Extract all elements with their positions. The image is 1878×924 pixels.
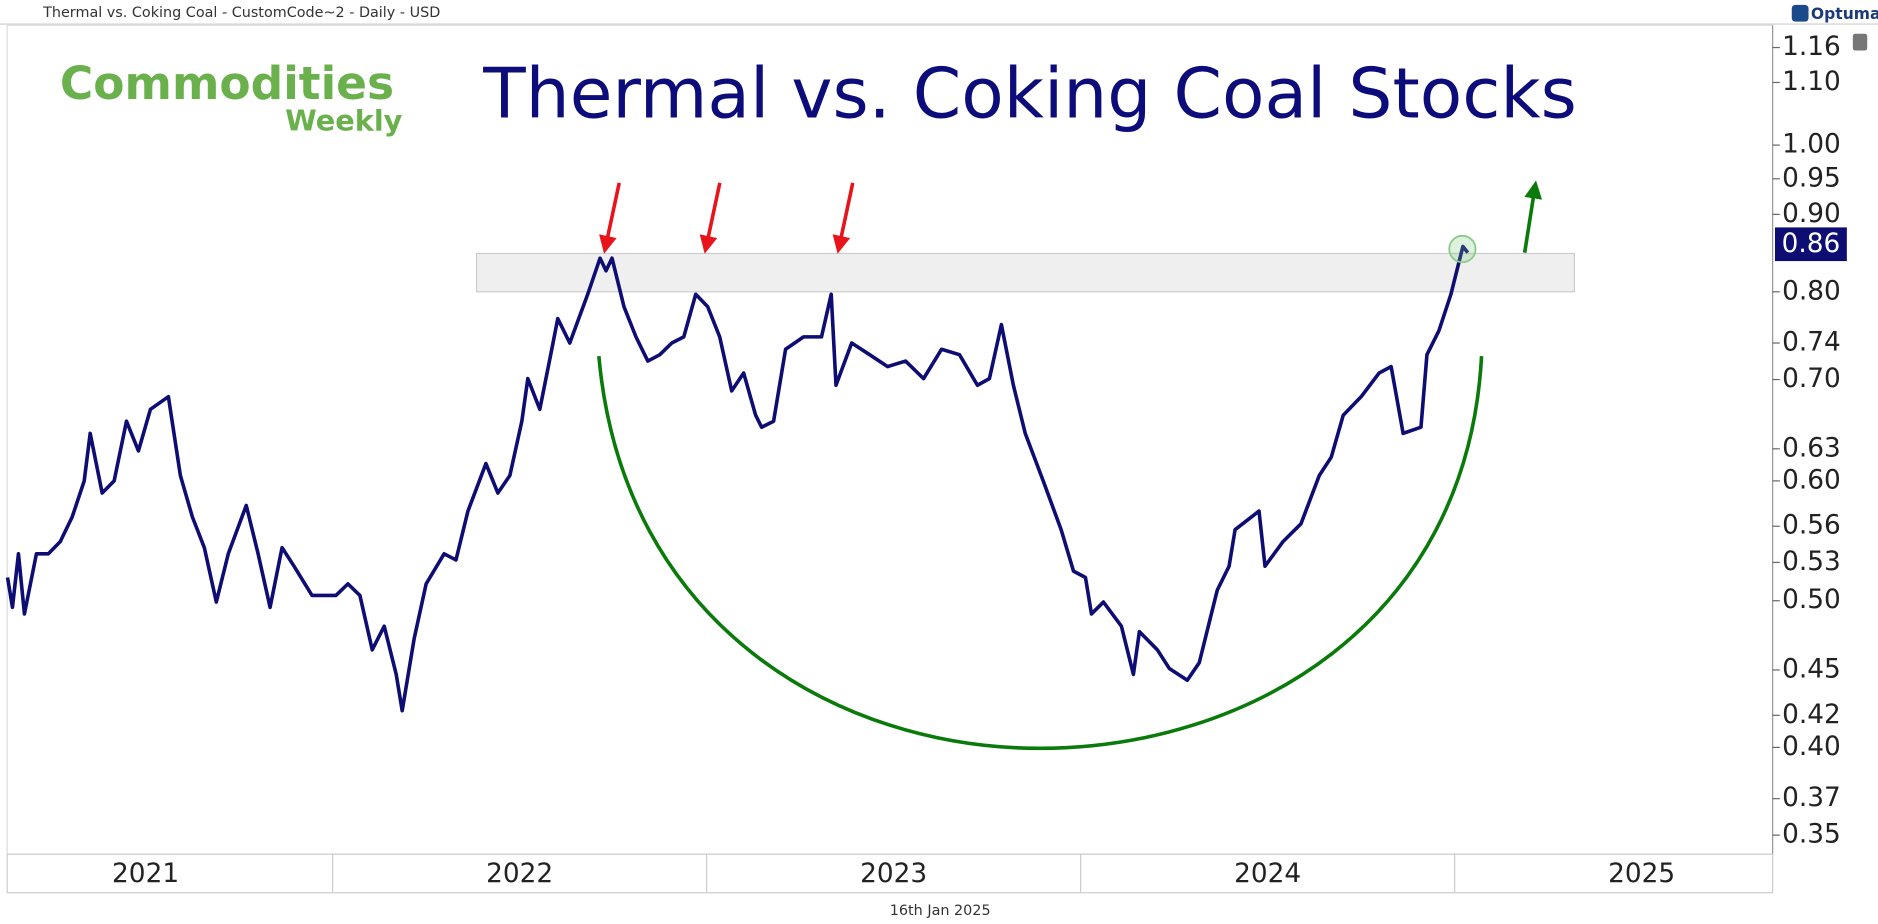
red-arrow <box>832 182 855 254</box>
y-tick-label: 0.56 <box>1782 510 1841 541</box>
cup-arc <box>597 355 1484 751</box>
x-tick-label: 2022 <box>486 858 553 889</box>
y-tick-label: 0.50 <box>1782 584 1841 615</box>
y-tick-label: 0.74 <box>1782 326 1841 357</box>
logo-line1: Commodities <box>60 57 394 110</box>
red-arrow <box>699 182 722 254</box>
y-tick-label: 0.95 <box>1782 162 1841 193</box>
chart-title: Thermal vs. Coking Coal Stocks <box>482 54 1577 135</box>
marks <box>5 244 1575 713</box>
logo-line2: Weekly <box>285 104 403 138</box>
last-value-label: 0.86 <box>1782 228 1841 259</box>
x-tick-label: 2023 <box>860 858 927 889</box>
x-tick-label: 2021 <box>112 858 179 889</box>
data-line <box>5 244 1470 713</box>
x-tick-label: 2025 <box>1608 858 1675 889</box>
y-tick-label: 0.35 <box>1782 819 1841 850</box>
lock-icon <box>1852 33 1868 51</box>
y-tick-label: 0.63 <box>1782 432 1841 463</box>
y-tick-label: 0.40 <box>1782 731 1841 762</box>
plot-area <box>6 24 1774 855</box>
y-tick-label: 0.90 <box>1782 198 1841 229</box>
y-tick-label: 1.10 <box>1782 66 1841 97</box>
resistance-band <box>475 252 1575 293</box>
y-tick-label: 0.70 <box>1782 363 1841 394</box>
x-axis-band <box>6 853 1774 894</box>
x-tick-label: 2024 <box>1234 858 1301 889</box>
last-value-box <box>1774 227 1847 262</box>
y-tick-label: 0.42 <box>1782 699 1841 730</box>
y-tick-label: 0.60 <box>1782 464 1841 495</box>
y-tick-label: 0.80 <box>1782 275 1841 306</box>
y-tick-label: 0.37 <box>1782 782 1841 813</box>
annotations <box>597 180 1543 751</box>
green-arrow <box>1522 180 1543 253</box>
brand: Optuma <box>1811 5 1878 23</box>
y-tick-label: 0.45 <box>1782 653 1841 684</box>
red-arrow <box>599 182 621 254</box>
y-tick-label: 1.16 <box>1782 31 1841 62</box>
date-label: 16th Jan 2025 <box>890 903 991 919</box>
y-tick-label: 1.00 <box>1782 129 1841 160</box>
y-tick-label: 0.53 <box>1782 546 1841 577</box>
header-bar <box>0 0 1878 25</box>
highlight-circle <box>1448 234 1477 264</box>
brand-icon <box>1791 4 1809 22</box>
window-title: Thermal vs. Coking Coal - CustomCode~2 -… <box>42 5 440 21</box>
